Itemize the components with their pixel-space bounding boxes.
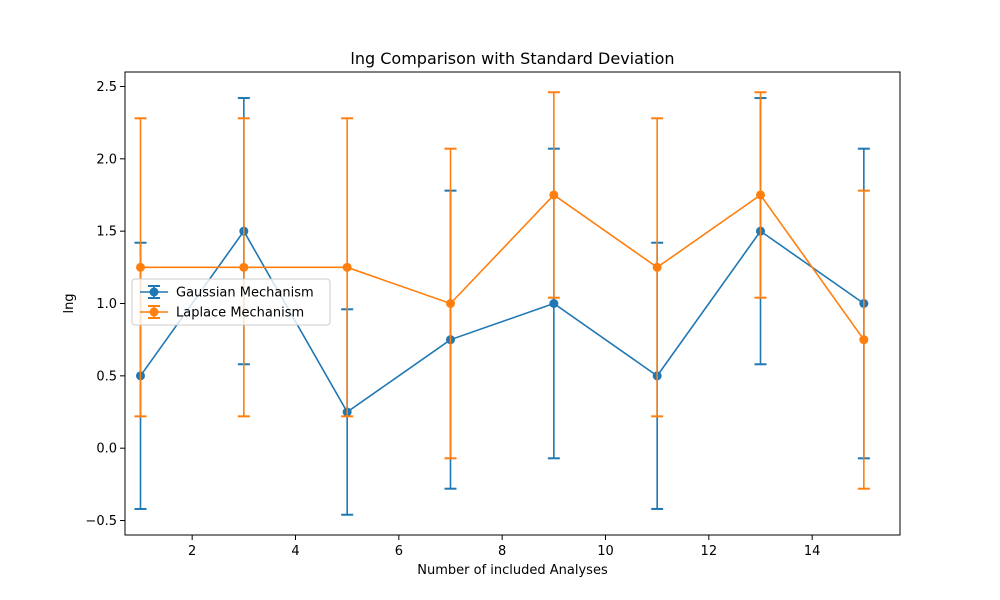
- legend-marker: [149, 307, 159, 317]
- x-tick-label: 8: [498, 544, 506, 559]
- series-line: [139, 229, 865, 414]
- data-point: [239, 262, 249, 272]
- y-tick-label: 2.5: [96, 80, 117, 95]
- y-tick-label: 0.0: [96, 442, 117, 457]
- series-line: [140, 193, 865, 341]
- y-tick-label: 2.0: [96, 152, 117, 167]
- legend-label: Gaussian Mechanism: [176, 286, 314, 301]
- data-point: [756, 190, 765, 200]
- legend-label: Laplace Mechanism: [176, 306, 304, 321]
- y-tick-label: 1.0: [96, 297, 117, 312]
- x-tick-label: 4: [291, 544, 299, 559]
- data-point: [549, 299, 559, 308]
- x-axis-title: Number of included Analyses: [417, 563, 608, 578]
- y-tick-label: 0.5: [96, 369, 117, 384]
- legend: Gaussian Mechanism Laplace Mechanism: [131, 278, 331, 326]
- x-axis: 2 4 6 8 10 12 14: [188, 535, 820, 559]
- chart-title: lng Comparison with Standard Deviation: [350, 49, 674, 68]
- data-point: [446, 299, 455, 308]
- x-tick-label: 10: [597, 544, 614, 559]
- data-point: [342, 262, 352, 272]
- series-2: [134, 91, 870, 490]
- data-point: [136, 262, 145, 272]
- y-tick-label: −0.5: [85, 514, 117, 529]
- x-tick-label: 14: [804, 544, 821, 559]
- y-tick-label: 1.5: [96, 225, 117, 240]
- series-layer: [134, 91, 870, 516]
- x-tick-label: 6: [395, 544, 403, 559]
- y-axis: −0.5 0.0 0.5 1.0 1.5 2.0 2.5: [85, 80, 125, 529]
- x-tick-label: 12: [701, 544, 718, 559]
- x-tick-label: 2: [188, 544, 196, 559]
- data-point: [549, 190, 559, 200]
- legend-box: [131, 278, 331, 326]
- data-point: [652, 262, 662, 272]
- y-axis-title: lng: [62, 293, 77, 313]
- data-point: [859, 335, 869, 345]
- legend-marker: [149, 287, 159, 297]
